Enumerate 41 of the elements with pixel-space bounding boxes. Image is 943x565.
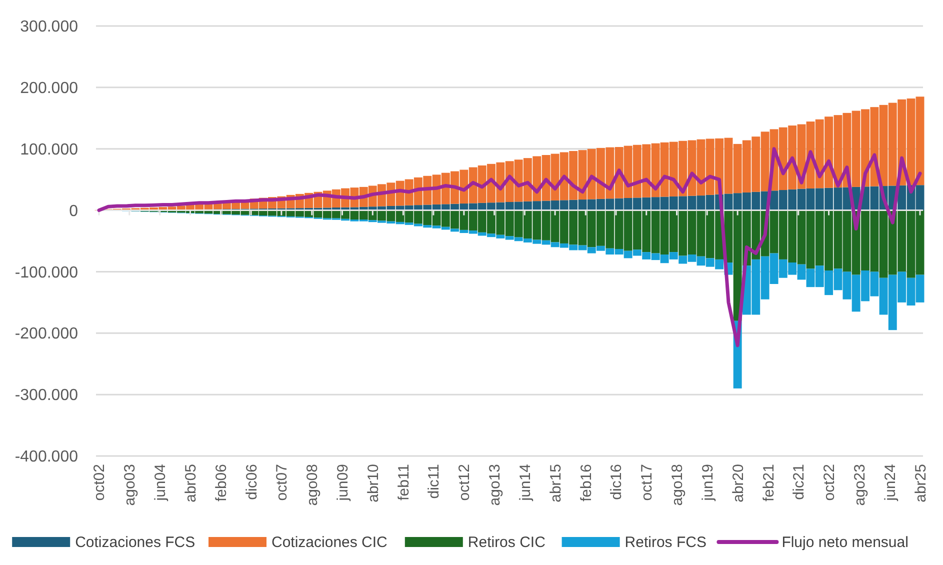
legend-label: Retiros FCS: [624, 534, 706, 551]
y-tick-label: -100.000: [14, 264, 78, 282]
y-tick-label: -300.000: [14, 387, 78, 404]
x-tick-label: oct02: [91, 464, 108, 501]
x-tick-label: abr20: [730, 464, 747, 502]
x-tick-label: ago18: [668, 464, 686, 506]
x-tick-label: feb16: [578, 464, 595, 502]
x-tick-label: oct22: [821, 464, 838, 501]
x-tick-label: jun19: [699, 464, 716, 502]
x-tick-label: feb11: [395, 464, 412, 500]
x-tick-label: abr15: [547, 464, 564, 502]
legend-label: Retiros CIC: [468, 534, 546, 551]
y-tick-label: -200.000: [14, 326, 78, 343]
x-tick-label: oct17: [638, 464, 656, 501]
x-tick-label: feb06: [213, 464, 230, 502]
x-tick-label: dic21: [790, 464, 808, 500]
x-tick-label: jun14: [516, 464, 534, 502]
x-tick-label: oct07: [274, 464, 291, 501]
legend-label: Cotizaciones CIC: [272, 534, 388, 551]
y-tick-label: 200.000: [20, 80, 78, 98]
legend-label: Cotizaciones FCS: [75, 534, 196, 551]
x-tick-label: dic16: [608, 464, 626, 500]
x-tick-label: ago08: [304, 464, 322, 506]
x-tick-label: oct12: [456, 464, 474, 501]
y-tick-label: 100.000: [20, 141, 78, 158]
y-tick-label: 0: [69, 202, 78, 220]
y-tick-label: -400.000: [14, 448, 78, 466]
x-tick-label: jun04: [152, 464, 170, 502]
x-tick-label: abr05: [182, 464, 200, 502]
x-tick-label: dic06: [243, 464, 260, 500]
x-tick-label: dic11: [426, 464, 443, 499]
x-tick-label: abr10: [364, 464, 382, 502]
x-tick-label: jun24: [882, 464, 899, 502]
y-tick-label: 300.000: [20, 18, 78, 36]
x-tick-label: ago23: [851, 464, 868, 506]
x-tick-label: ago13: [486, 464, 504, 506]
x-tick-label: feb21: [760, 464, 778, 502]
x-tick-label: ago03: [122, 464, 139, 506]
x-tick-label: jun09: [334, 464, 352, 502]
legend-label: Flujo neto mensual: [782, 534, 908, 551]
x-tick-label: abr25: [912, 464, 930, 502]
